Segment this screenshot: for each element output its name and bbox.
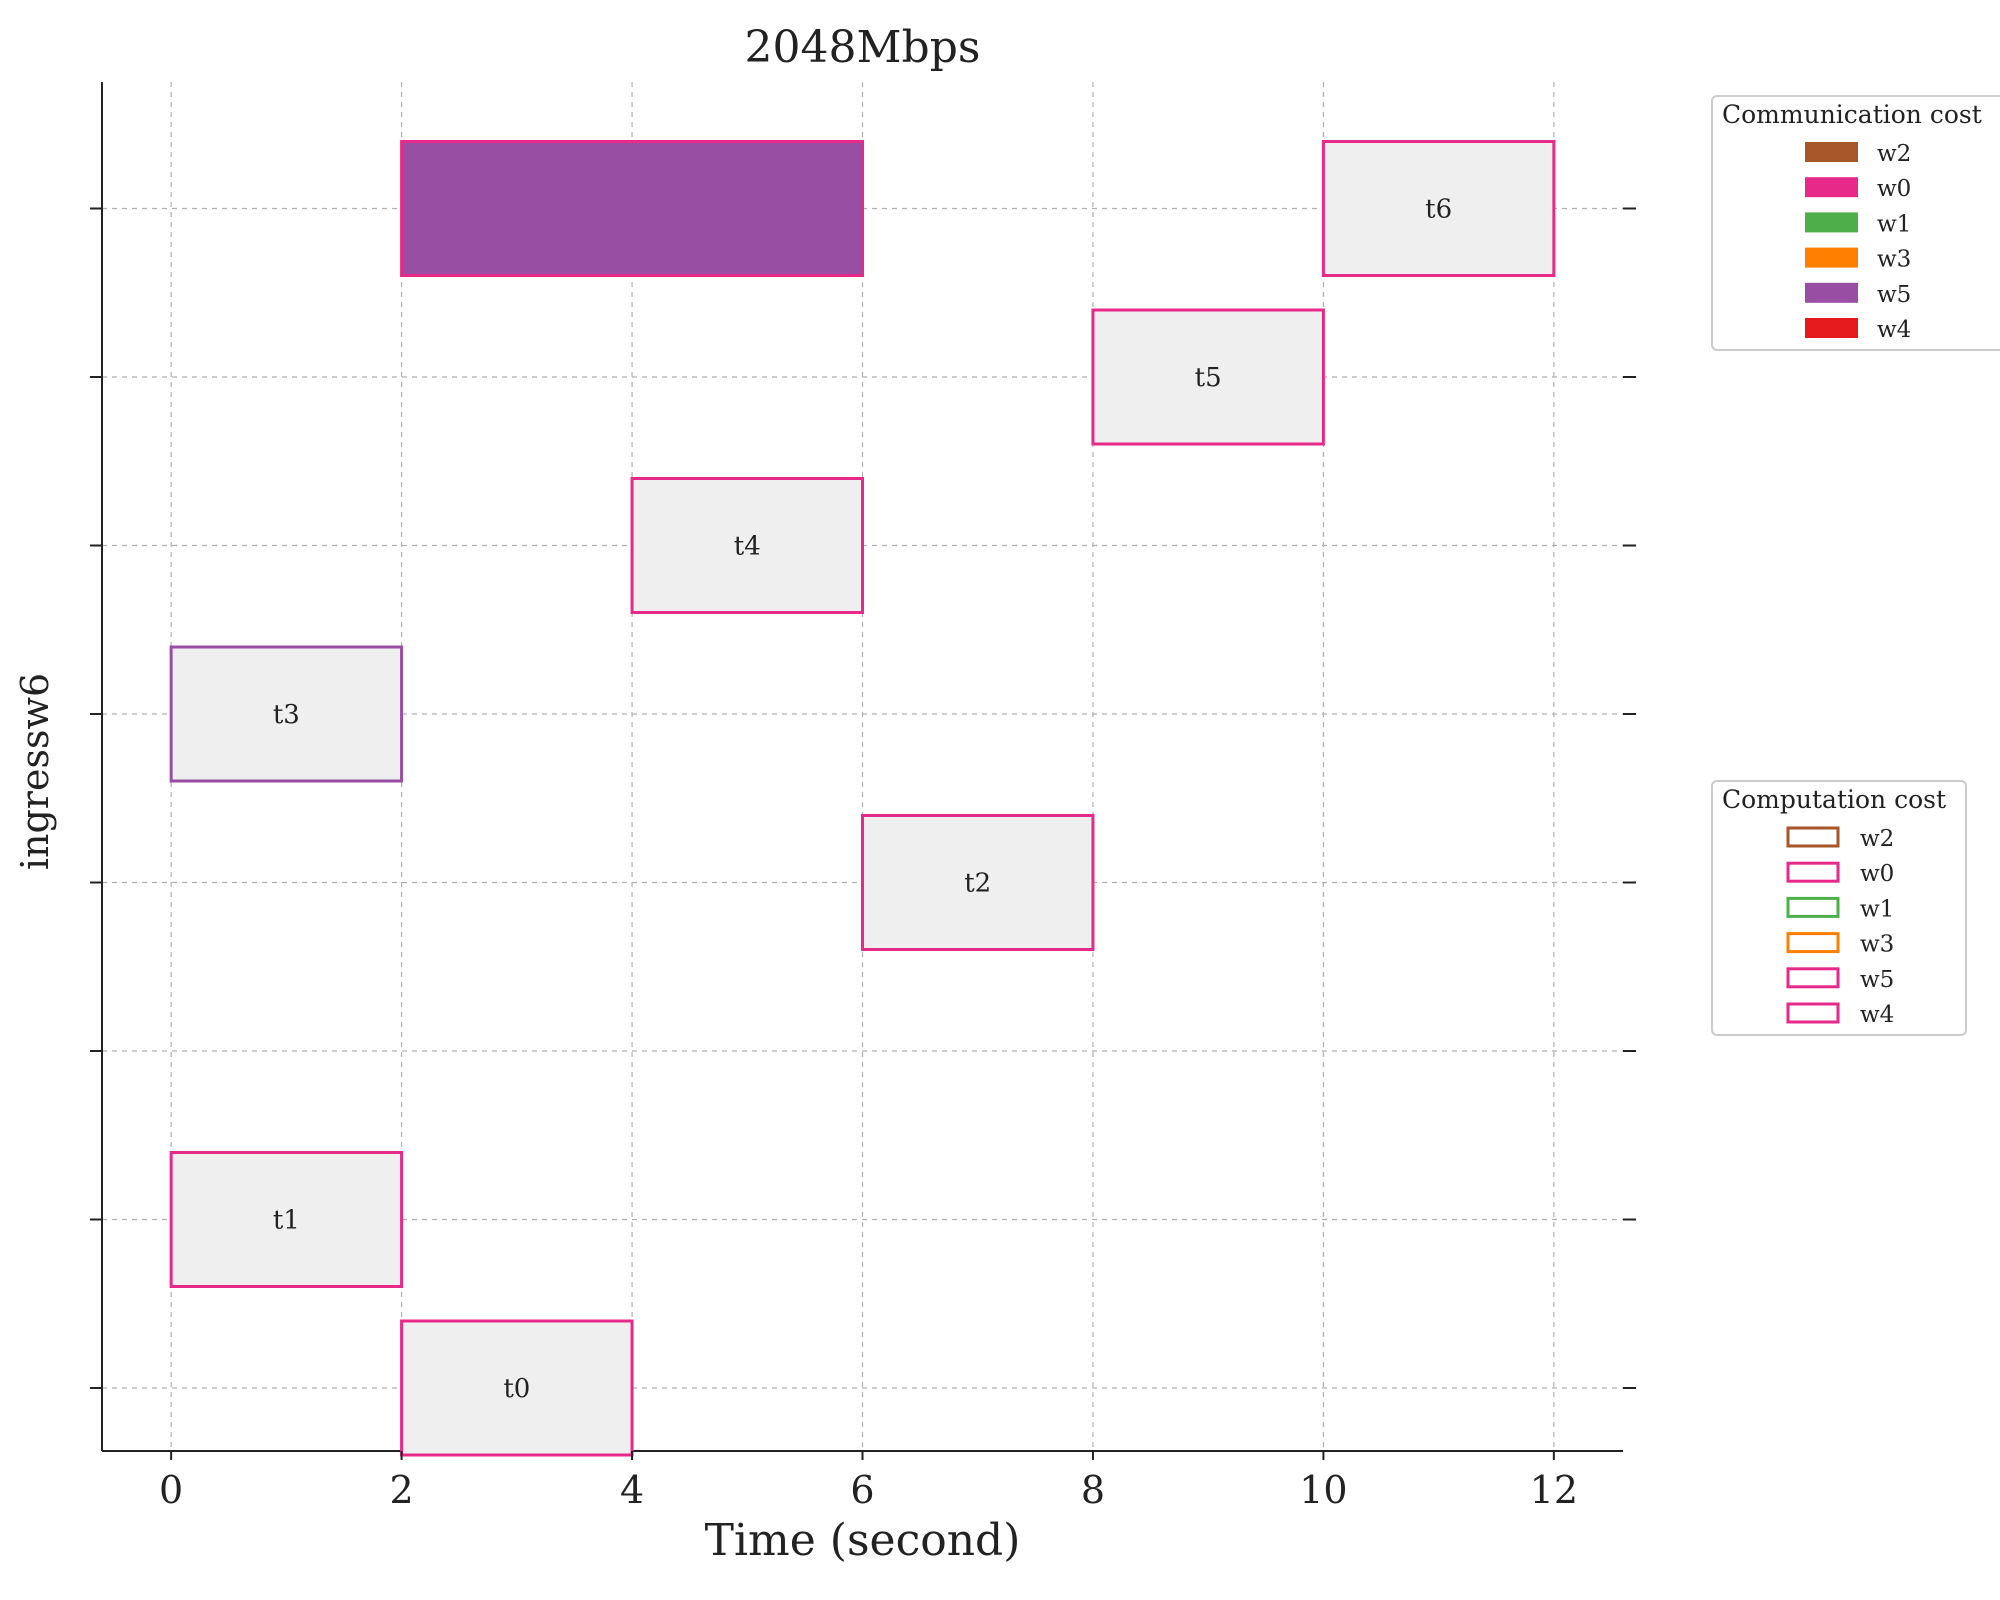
chart-title: 2048Mbps [745, 22, 981, 73]
legend-swatch [1786, 861, 1840, 883]
legend-swatch [1786, 896, 1840, 918]
legend-label: w2 [1860, 826, 1894, 852]
legend-swatch [1786, 1002, 1840, 1024]
legend-swatch [1786, 967, 1840, 989]
x-axis-label: Time (second) [705, 1515, 1021, 1566]
task-label: t6 [1425, 195, 1452, 225]
task-bar-t6 [1321, 140, 1556, 277]
legend-label: w2 [1877, 141, 1911, 167]
task-bar-t5 [1091, 308, 1325, 446]
legend-swatch [1805, 318, 1858, 338]
y-axis-label: ingressw6 [13, 673, 57, 870]
legend-label: w3 [1877, 247, 1911, 273]
task-bar-t3 [169, 645, 404, 783]
legend-swatch [1786, 932, 1840, 954]
task-label: t2 [964, 869, 991, 899]
x-tick-label: 6 [850, 1468, 874, 1512]
legend-label: w3 [1860, 932, 1894, 958]
legend-swatch [1805, 282, 1858, 303]
x-tick-label: 0 [159, 1468, 183, 1512]
legend-swatch [1805, 212, 1858, 233]
task-label: t3 [273, 700, 300, 730]
legend-swatch [1805, 177, 1858, 198]
legend-label: w0 [1860, 861, 1894, 887]
task-bar-t2 [861, 814, 1095, 951]
x-tick-label: 12 [1530, 1468, 1578, 1512]
task-bar-t4 [630, 477, 865, 614]
x-tick-label: 4 [620, 1468, 644, 1512]
legend-label: w4 [1877, 317, 1911, 343]
legend-label: w5 [1877, 282, 1911, 308]
task-label: t1 [273, 1206, 300, 1236]
legend-swatch [1805, 142, 1858, 162]
task-bar-t1 [169, 1151, 404, 1288]
legend-label: w4 [1860, 1002, 1894, 1028]
legends: Communication cost w2 w0 w1 w3 w5 w4 Computatio… [1711, 95, 2000, 1036]
task-label: t4 [734, 532, 761, 562]
legend-swatch [1786, 826, 1840, 848]
ticks: 0 2 4 6 8 10 12 [90, 207, 1636, 1512]
communication-bar [400, 140, 864, 277]
task-label: t0 [503, 1374, 530, 1404]
legend-label: w0 [1877, 176, 1911, 202]
legend-label: w5 [1860, 967, 1894, 993]
task-label: t5 [1195, 363, 1222, 393]
legend-label: w1 [1877, 211, 1911, 237]
x-tick-label: 10 [1299, 1468, 1347, 1512]
x-tick-label: 2 [389, 1468, 413, 1512]
legend-title: Communication cost [1722, 100, 1982, 129]
legend-label: w1 [1860, 896, 1894, 922]
bars: t0 t1 t2 t3 t4 t5 t6 [169, 140, 1556, 1457]
x-tick-label: 8 [1081, 1468, 1105, 1512]
task-bar-t0 [400, 1319, 634, 1457]
legend-swatch [1805, 247, 1858, 268]
legend-title: Computation cost [1722, 785, 1946, 814]
